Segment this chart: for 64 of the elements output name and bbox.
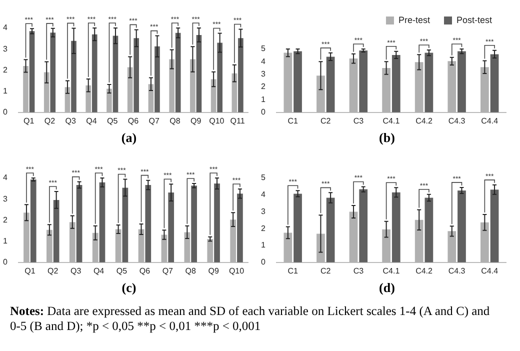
y-tick-label: 4	[2, 173, 8, 182]
x-tick-label: Q4	[93, 266, 105, 276]
y-tick-label: 4	[260, 56, 266, 66]
text: Notes: Data are expressed as mean and SD of each variable on Lickert scales 1-4 (A and C) and 0-5 (B and D); *p < 0,05 **p < 0,01 ***p < 0,001	[10, 304, 490, 333]
x-tick-label: C3	[353, 266, 364, 276]
y-tick-label: 4	[260, 190, 266, 200]
x-tick-label: Q5	[116, 266, 128, 276]
x-tick-label: Q6	[139, 266, 151, 276]
x-tick-label: Q8	[185, 266, 196, 276]
y-tick-label: 3	[2, 44, 8, 54]
x-tick-label: Q10	[228, 266, 245, 276]
x-tick-label: C4.3	[448, 266, 466, 276]
y-tick-label: 1	[260, 240, 266, 250]
y-tick-label: 3	[2, 194, 8, 204]
x-tick-label: C4.2	[416, 266, 434, 276]
x-tick-label: C2	[320, 266, 332, 276]
y-tick-label: 0	[2, 258, 8, 267]
x-tick-label: C1	[288, 116, 299, 126]
legend-label: Post-test	[456, 14, 492, 25]
y-tick-label: 1	[2, 236, 8, 246]
y-tick-label: 4	[2, 23, 8, 32]
x-tick-label: C4.1	[382, 266, 400, 276]
x-tick-label: C4.4	[481, 266, 499, 276]
x-tick-label: C4.2	[416, 116, 434, 126]
y-tick-label: 0	[2, 108, 8, 117]
x-tick-label: Q11	[230, 116, 246, 126]
x-tick-label: C4.4	[481, 116, 499, 126]
x-tick-label: Q7	[148, 116, 160, 126]
x-axis-title: (a)	[120, 130, 138, 146]
y-tick-label: 0	[260, 108, 266, 117]
x-tick-label: C4.3	[448, 116, 466, 126]
x-tick-label: Q9	[208, 266, 220, 276]
x-tick-label: Q1	[24, 266, 36, 276]
y-tick-label: 2	[260, 224, 266, 233]
x-tick-label: Q3	[65, 116, 77, 126]
y-tick-label: 2	[2, 215, 8, 224]
x-tick-label: Q8	[170, 116, 181, 126]
y-tick-label: 5	[260, 173, 266, 182]
legend-label: Pre-test	[398, 14, 430, 25]
x-tick-label: Q2	[44, 116, 56, 126]
x-tick-label: Q4	[86, 116, 98, 126]
y-tick-label: 2	[2, 65, 8, 74]
x-tick-label: Q3	[70, 266, 82, 276]
x-tick-label: C3	[353, 116, 364, 126]
y-tick-label: 2	[260, 82, 266, 92]
y-tick-label: 1	[260, 94, 266, 104]
y-tick-label: 3	[260, 206, 266, 216]
y-tick-label: 5	[260, 44, 266, 54]
x-tick-label: Q1	[24, 116, 35, 126]
x-tick-label: Q2	[48, 266, 59, 276]
x-tick-label: C1	[288, 266, 299, 276]
x-tick-label: Q7	[162, 266, 174, 276]
x-tick-label: Q5	[107, 116, 118, 126]
x-tick-label: Q9	[190, 116, 202, 126]
y-tick-label: 0	[260, 258, 266, 267]
x-tick-label: C2	[320, 116, 332, 126]
x-axis-title: (c)	[120, 280, 138, 296]
x-tick-label: C4.1	[382, 116, 400, 126]
x-tick-label: Q6	[128, 116, 140, 126]
x-axis-title: (d)	[378, 280, 396, 296]
y-tick-label: 3	[260, 70, 266, 79]
y-tick-label: 1	[2, 86, 8, 96]
x-axis-title: (b)	[378, 130, 396, 146]
x-tick-label: Q10	[209, 116, 225, 126]
